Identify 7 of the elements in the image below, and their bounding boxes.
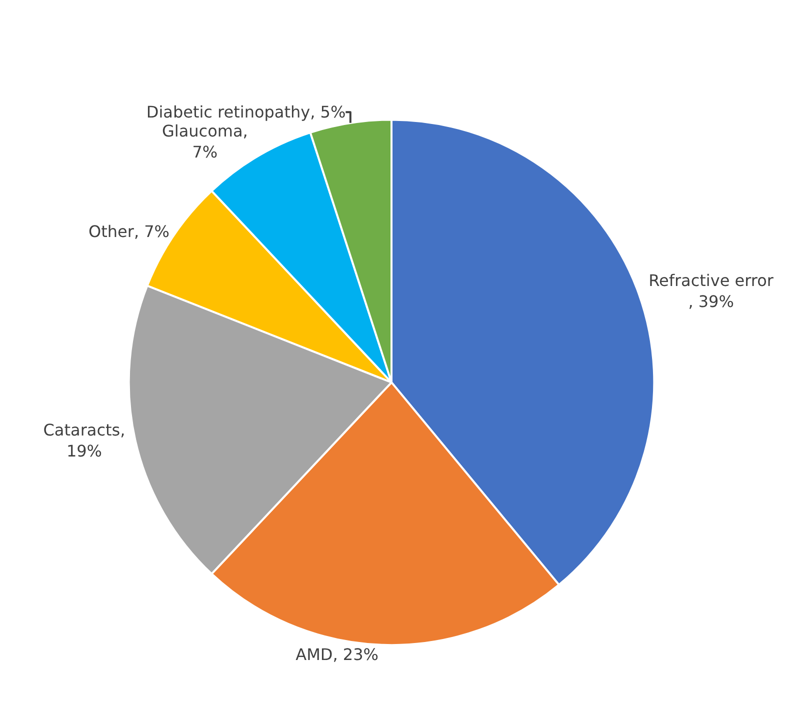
- slice-label: Diabetic retinopathy, 5%: [146, 102, 346, 122]
- slice-label: Refractive error: [648, 271, 774, 290]
- slice-label: Glaucoma, 7%: [162, 122, 248, 162]
- slice-label: AMD, 23%: [296, 644, 378, 664]
- data-label: , 39%: [688, 292, 734, 312]
- slice-label: Cataracts, 19%: [43, 420, 126, 461]
- slice-label: Other, 7%: [88, 222, 170, 242]
